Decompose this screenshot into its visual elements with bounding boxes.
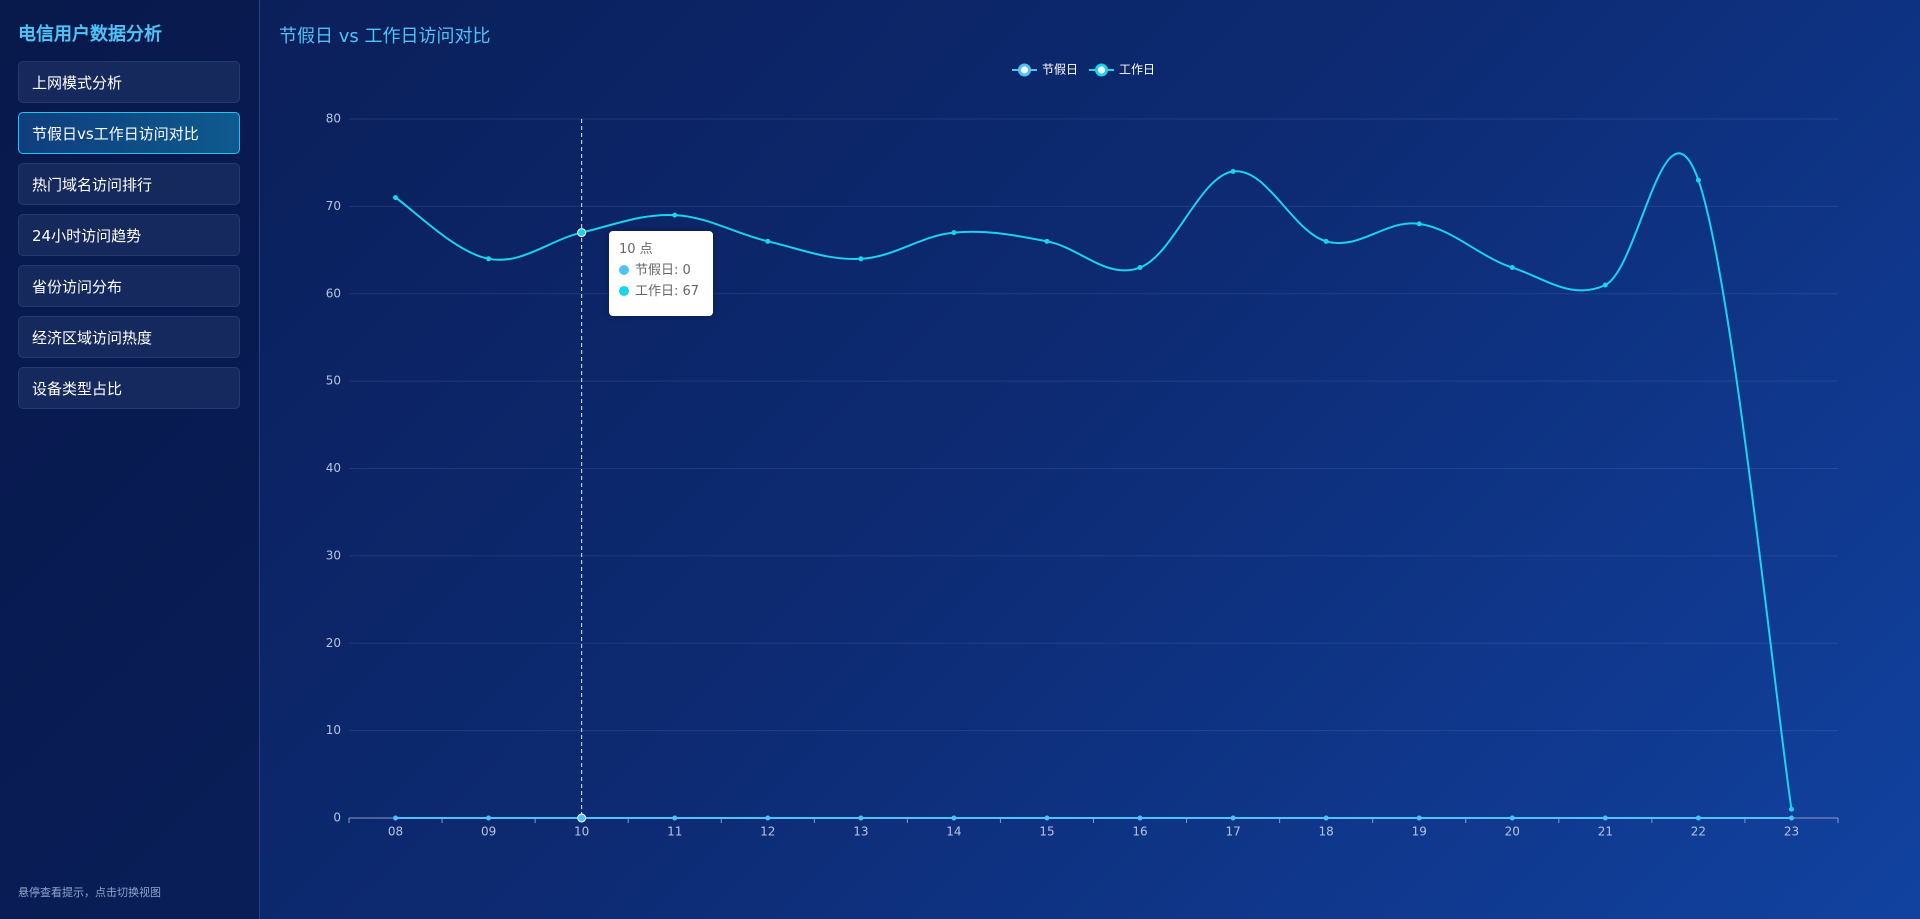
- x-tick-label: 12: [760, 825, 775, 839]
- data-point: [1230, 815, 1236, 821]
- x-tick-label: 10: [574, 825, 589, 839]
- app-title: 电信用户数据分析: [18, 24, 162, 45]
- y-tick-label: 40: [326, 461, 341, 475]
- y-tick-label: 10: [326, 723, 341, 737]
- data-point: [672, 815, 678, 821]
- x-tick-label: 21: [1598, 825, 1613, 839]
- tooltip-text: 工作日: 67: [635, 284, 700, 299]
- y-tick-label: 0: [333, 811, 341, 825]
- menu-item[interactable]: 设备类型占比: [18, 367, 240, 409]
- x-tick-label: 22: [1691, 825, 1706, 839]
- legend-icon: [1095, 63, 1108, 77]
- data-point: [1788, 806, 1794, 812]
- data-point: [1323, 238, 1329, 244]
- data-point: [393, 815, 399, 821]
- data-point: [1137, 265, 1143, 271]
- series-line: [394, 152, 1793, 810]
- x-tick-label: 08: [388, 825, 403, 839]
- data-point: [1044, 238, 1050, 244]
- y-tick-label: 20: [326, 636, 341, 650]
- tooltip-dot: [619, 265, 629, 275]
- menu-item[interactable]: 经济区域访问热度: [18, 316, 240, 358]
- chart: 节假日 vs 工作日访问对比 0 10 20 30 40 50 60 70 80 08 09 10 11…: [279, 26, 1839, 839]
- tooltip-row: 工作日: 67: [619, 281, 703, 302]
- data-point: [765, 815, 771, 821]
- tooltip: 10 点节假日: 0 工作日: 67: [609, 231, 713, 316]
- menu-item[interactable]: 上网模式分析: [18, 61, 240, 103]
- y-tick-label: 70: [326, 199, 341, 213]
- x-tick-label: 16: [1132, 825, 1147, 839]
- data-point: [1137, 815, 1143, 821]
- data-point: [672, 212, 678, 218]
- data-point: [577, 813, 587, 823]
- x-tick-label: 19: [1412, 825, 1427, 839]
- sidebar: 电信用户数据分析 悬停查看提示，点击切换视图 上网模式分析 节假日vs工作日访问对…: [0, 0, 260, 919]
- data-point: [1416, 221, 1422, 227]
- menu-item[interactable]: 省份访问分布: [18, 265, 240, 307]
- x-tick-label: 11: [667, 825, 682, 839]
- hint: 悬停查看提示，点击切换视图: [18, 886, 161, 899]
- data-point: [1695, 815, 1701, 821]
- tooltip-dot: [619, 286, 629, 296]
- data-point: [951, 230, 957, 236]
- x-tick-label: 17: [1225, 825, 1240, 839]
- data-point: [1416, 815, 1422, 821]
- legend-icon: [1018, 63, 1031, 77]
- legend-label: 节假日: [1042, 63, 1078, 77]
- x-tick-label: 20: [1505, 825, 1520, 839]
- menu-item[interactable]: 节假日vs工作日访问对比: [18, 112, 240, 154]
- data-point: [951, 815, 957, 821]
- x-tick-label: 15: [1039, 825, 1054, 839]
- data-point: [1509, 815, 1515, 821]
- y-tick-label: 30: [326, 548, 341, 562]
- data-point: [1788, 815, 1794, 821]
- x-tick-label: 13: [853, 825, 868, 839]
- data-point: [858, 815, 864, 821]
- x-tick-label: 14: [946, 825, 961, 839]
- data-point: [1044, 815, 1050, 821]
- data-point: [765, 238, 771, 244]
- x-tick-label: 18: [1319, 825, 1334, 839]
- x-tick-label: 09: [481, 825, 496, 839]
- data-point: [1509, 265, 1515, 271]
- tooltip-title: 10 点: [619, 242, 653, 257]
- chart-title: 节假日 vs 工作日访问对比: [279, 26, 490, 47]
- x-tick-label: 23: [1784, 825, 1799, 839]
- data-point: [1602, 282, 1608, 288]
- y-tick-label: 50: [326, 374, 341, 388]
- data-point: [858, 256, 864, 262]
- tooltip-row: 节假日: 0: [619, 260, 703, 281]
- data-point: [577, 228, 587, 238]
- data-point: [1695, 177, 1701, 183]
- y-tick-label: 60: [326, 286, 341, 300]
- data-point: [1230, 168, 1236, 174]
- data-point: [486, 256, 492, 262]
- data-point: [1323, 815, 1329, 821]
- legend-label: 工作日: [1119, 63, 1155, 77]
- data-point: [486, 815, 492, 821]
- data-point: [1602, 815, 1608, 821]
- y-tick-label: 80: [326, 112, 341, 126]
- data-point: [393, 195, 399, 201]
- menu-item[interactable]: 热门域名访问排行: [18, 163, 240, 205]
- tooltip-text: 节假日: 0: [635, 263, 691, 278]
- menu-item[interactable]: 24小时访问趋势: [18, 214, 240, 256]
